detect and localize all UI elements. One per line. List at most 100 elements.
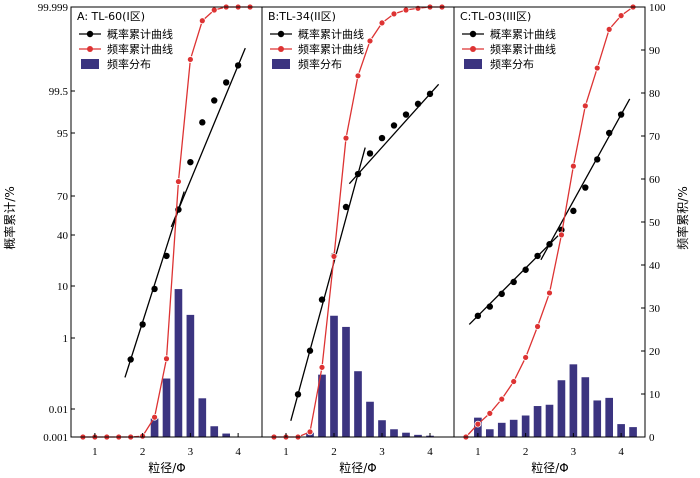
prob-fit-line-2	[540, 98, 631, 261]
legend-freq-marker	[87, 46, 93, 52]
freq-cumulative-point	[390, 10, 398, 18]
prob-fit-line-2	[170, 47, 246, 228]
freq-cumulative-point	[605, 25, 613, 33]
freq-cumulative-point	[151, 413, 158, 421]
freq-cumulative-point	[186, 56, 194, 63]
prob-fit-line-2	[348, 83, 440, 185]
y-left-tick-label: 99.5	[49, 86, 69, 98]
prob-point	[366, 150, 374, 157]
prob-point	[426, 90, 434, 98]
freq-cumulative-point	[318, 363, 326, 371]
y-left-tick-label: 70	[57, 191, 69, 203]
prob-point	[486, 303, 494, 310]
prob-point	[151, 285, 158, 293]
legend-dist-swatch	[81, 59, 99, 69]
x-tick-label: 4	[427, 446, 433, 458]
y-right-tick-label: 70	[649, 131, 661, 143]
freq-cumulative-point	[510, 378, 518, 385]
freq-cumulative-point	[378, 19, 386, 27]
freq-bar	[174, 289, 183, 437]
prob-point	[617, 111, 625, 118]
prob-point	[139, 321, 146, 328]
freq-cumulative-point	[366, 37, 374, 45]
prob-fit-line-1	[290, 147, 366, 421]
x-tick-label: 2	[331, 446, 337, 458]
prob-point	[306, 347, 314, 354]
y-right-tick-label: 10	[649, 389, 661, 401]
prob-point	[211, 97, 218, 104]
y-right-tick-label: 40	[649, 260, 661, 272]
freq-bar	[210, 426, 219, 437]
freq-bar	[545, 404, 554, 437]
legend-freq-label: 频率累计曲线	[490, 42, 556, 56]
freq-bar	[521, 415, 530, 437]
prob-point	[594, 156, 601, 163]
freq-cumulative-point	[163, 355, 170, 363]
prob-point	[582, 184, 589, 191]
freq-cumulative-point	[558, 231, 565, 239]
legend-prob-label: 概率累计曲线	[298, 27, 364, 41]
prob-point	[474, 312, 482, 320]
x-tick-label: 1	[475, 446, 481, 458]
freq-bar	[485, 429, 494, 437]
freq-cumulative-point	[546, 289, 553, 297]
freq-bar	[378, 420, 386, 437]
prob-point	[342, 203, 350, 211]
freq-bar	[402, 432, 410, 437]
prob-point	[378, 134, 386, 142]
y-axis-left-label: 概率累计/%	[2, 186, 17, 249]
freq-bar	[330, 315, 338, 437]
freq-cumulative-point	[330, 252, 338, 260]
x-tick-label: 4	[235, 446, 241, 458]
y-right-tick-label: 90	[649, 45, 661, 57]
freq-bar	[605, 397, 614, 437]
prob-point	[294, 391, 302, 398]
freq-cumulative-point	[534, 323, 541, 330]
x-tick-label: 3	[379, 446, 385, 458]
prob-point	[354, 170, 362, 178]
prob-point	[390, 122, 398, 129]
x-tick-label: 3	[571, 446, 577, 458]
freq-bar	[581, 377, 590, 437]
freq-cumulative-point	[522, 354, 530, 361]
freq-bar	[150, 418, 159, 437]
legend-dist-swatch	[272, 59, 290, 69]
prob-point	[570, 207, 577, 215]
prob-point	[199, 119, 206, 126]
y-right-tick-label: 0	[649, 432, 655, 444]
legend-freq-marker	[470, 46, 476, 52]
prob-point	[187, 158, 194, 166]
freq-bar	[593, 400, 602, 437]
freq-bar	[186, 314, 195, 437]
prob-point	[510, 278, 517, 286]
legend-prob-label: 概率累计曲线	[107, 27, 173, 41]
x-axis-label-b: 粒径/Φ	[339, 460, 377, 475]
legend-prob-marker	[277, 30, 285, 38]
x-tick-label: 2	[140, 446, 146, 458]
legend-freq-marker	[278, 46, 284, 52]
y-left-tick-label: 40	[57, 230, 69, 242]
freq-bar	[557, 380, 566, 437]
freq-cumulative-point	[414, 4, 422, 12]
freq-cumulative-point	[498, 395, 506, 403]
prob-fit-line-1	[124, 191, 185, 378]
legend-prob-label: 概率累计曲线	[490, 27, 556, 41]
freq-bar	[198, 398, 207, 437]
y-right-tick-label: 80	[649, 88, 661, 100]
freq-bar	[390, 429, 398, 437]
x-tick-label: 2	[523, 446, 529, 458]
y-right-tick-label: 60	[649, 174, 661, 186]
legend-prob-marker	[86, 30, 94, 38]
freq-cumulative-point	[175, 178, 182, 185]
y-right-tick-label: 100	[649, 2, 666, 14]
freq-bar	[533, 406, 542, 437]
freq-bar	[617, 424, 625, 437]
freq-bar	[497, 422, 506, 437]
prob-point	[605, 129, 613, 137]
legend-dist-label: 频率分布	[490, 57, 534, 71]
y-left-tick-label: 0.001	[43, 432, 68, 444]
x-tick-label: 1	[92, 446, 98, 458]
panel-title: C:TL-03(III区)	[460, 10, 531, 23]
